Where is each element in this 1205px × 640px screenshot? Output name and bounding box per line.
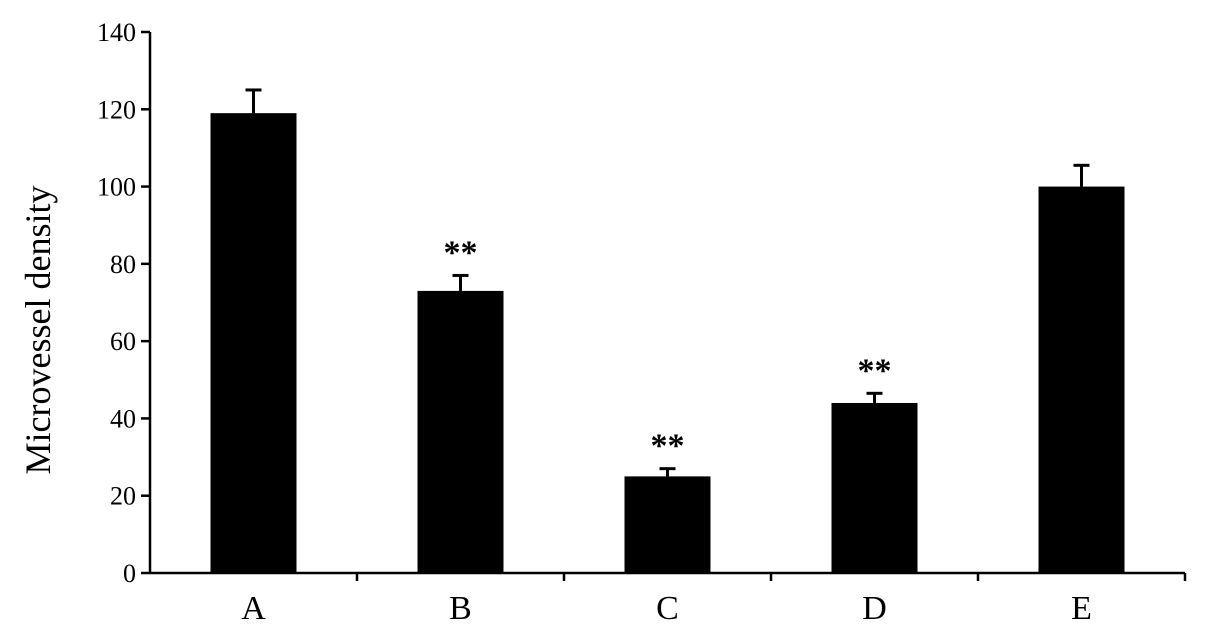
bar-d	[831, 402, 918, 573]
y-tick-label-0: 0	[123, 559, 136, 588]
bars-group: ** ** **	[210, 88, 1125, 574]
significance-label-b: **	[444, 234, 478, 271]
y-axis: 0 20 40 60 80 100 120 140	[97, 18, 152, 588]
y-tick-label-40: 40	[110, 404, 136, 433]
x-category-label-e: E	[1071, 590, 1092, 627]
x-axis: A B C D E	[150, 571, 1187, 627]
x-category-label-d: D	[862, 590, 887, 627]
bar-a	[210, 113, 297, 574]
bar-e	[1038, 186, 1125, 574]
significance-label-c: **	[651, 428, 685, 465]
x-category-label-a: A	[241, 590, 266, 627]
bar-c	[624, 476, 711, 573]
y-tick-label-120: 120	[97, 95, 136, 124]
x-category-label-c: C	[656, 590, 679, 627]
y-tick-label-140: 140	[97, 18, 136, 47]
y-tick-label-20: 20	[110, 482, 136, 511]
bar-b	[417, 290, 504, 573]
y-tick-label-60: 60	[110, 327, 136, 356]
y-tick-label-100: 100	[97, 173, 136, 202]
y-tick-label-80: 80	[110, 250, 136, 279]
x-category-label-b: B	[449, 590, 472, 627]
significance-label-d: **	[858, 352, 892, 389]
y-axis-title: Microvessel density	[18, 186, 58, 475]
